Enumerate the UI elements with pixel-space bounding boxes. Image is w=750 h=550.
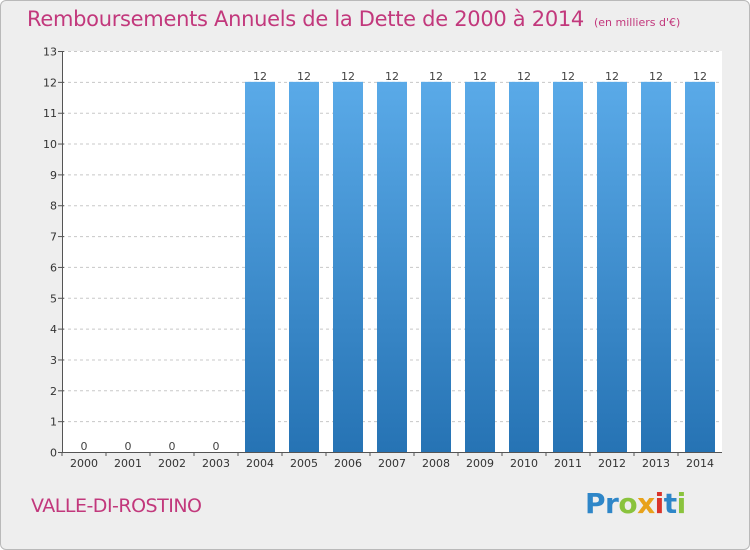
x-tick-label: 2003	[202, 457, 230, 470]
x-tick-label: 2007	[378, 457, 406, 470]
y-tick-label: 7	[50, 231, 57, 244]
bar	[333, 81, 363, 452]
bar	[597, 81, 627, 452]
data-label: 12	[297, 70, 311, 83]
brand-letter: i	[676, 487, 687, 520]
data-label: 12	[561, 70, 575, 83]
data-label: 0	[213, 440, 220, 453]
data-label: 0	[125, 440, 132, 453]
x-tick-label: 2004	[246, 457, 274, 470]
data-label: 0	[81, 440, 88, 453]
chart-title-block: Remboursements Annuels de la Dette de 20…	[27, 7, 680, 31]
data-label: 12	[693, 70, 707, 83]
bar	[553, 81, 583, 452]
data-label: 12	[605, 70, 619, 83]
data-label: 12	[253, 70, 267, 83]
x-tick-label: 2005	[290, 457, 318, 470]
chart-title: Remboursements Annuels de la Dette de 20…	[27, 7, 584, 31]
data-label: 12	[385, 70, 399, 83]
y-tick-label: 3	[50, 354, 57, 367]
bar	[465, 81, 495, 452]
data-label: 0	[169, 440, 176, 453]
y-tick-label: 12	[43, 76, 57, 89]
chart-unit: (en milliers d'€)	[594, 16, 681, 29]
bar	[641, 81, 671, 452]
bar	[289, 81, 319, 452]
data-label: 12	[517, 70, 531, 83]
axes	[58, 51, 722, 456]
labels: 0123456789101112130200002001020020200312…	[43, 46, 714, 471]
bar	[245, 81, 275, 452]
y-tick-label: 0	[50, 447, 57, 460]
y-tick-label: 6	[50, 261, 57, 274]
brand-letter: o	[618, 487, 638, 520]
brand-letter: P	[585, 487, 606, 520]
y-tick-label: 8	[50, 200, 57, 213]
bar	[377, 81, 407, 452]
x-tick-label: 2012	[598, 457, 626, 470]
x-tick-label: 2010	[510, 457, 538, 470]
x-tick-label: 2001	[114, 457, 142, 470]
x-tick-label: 2006	[334, 457, 362, 470]
data-label: 12	[649, 70, 663, 83]
y-tick-label: 5	[50, 292, 57, 305]
x-tick-label: 2014	[686, 457, 714, 470]
y-tick-label: 2	[50, 385, 57, 398]
y-tick-label: 9	[50, 169, 57, 182]
y-tick-label: 4	[50, 323, 57, 336]
y-tick-label: 13	[43, 46, 57, 59]
brand-letter: i	[654, 487, 665, 520]
x-tick-label: 2009	[466, 457, 494, 470]
data-label: 12	[341, 70, 355, 83]
data-label: 12	[429, 70, 443, 83]
bar	[685, 81, 715, 452]
x-tick-label: 2000	[70, 457, 98, 470]
y-tick-label: 10	[43, 138, 57, 151]
x-tick-label: 2011	[554, 457, 582, 470]
x-tick-label: 2013	[642, 457, 670, 470]
y-tick-label: 11	[43, 107, 57, 120]
y-tick-label: 1	[50, 416, 57, 429]
bars	[245, 81, 715, 452]
x-tick-label: 2008	[422, 457, 450, 470]
brand-letter: t	[663, 487, 677, 520]
brand-logo: Proxiti	[585, 487, 686, 520]
data-label: 12	[473, 70, 487, 83]
brand-letter: r	[605, 487, 619, 520]
location-name: VALLE-DI-ROSTINO	[31, 495, 202, 517]
x-tick-label: 2002	[158, 457, 186, 470]
brand-letter: x	[637, 487, 655, 520]
bar	[509, 81, 539, 452]
bar	[421, 81, 451, 452]
